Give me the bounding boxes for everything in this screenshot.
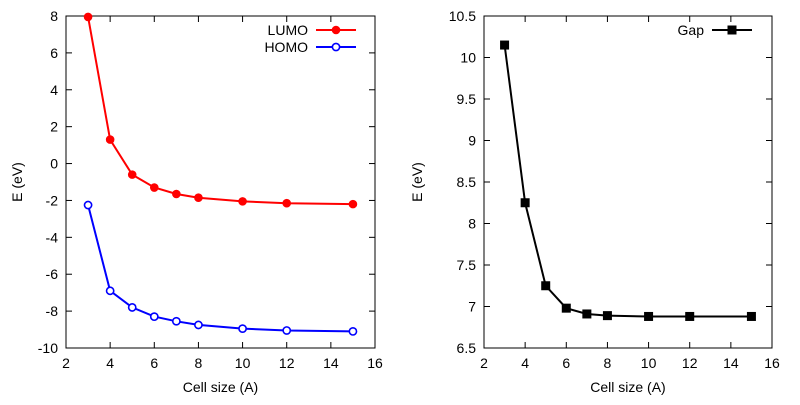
- y-tick-label: 8.5: [457, 174, 477, 190]
- y-tick-label: -2: [46, 192, 59, 208]
- series-line-lumo: [87, 16, 353, 206]
- data-point-homo: [171, 316, 181, 326]
- y-tick-label: 8: [50, 8, 58, 24]
- data-point-lumo: [149, 183, 159, 192]
- legend-marker-lumo: [331, 25, 341, 35]
- x-tick-label: 12: [682, 355, 698, 371]
- y-tick-label: 10: [460, 50, 476, 66]
- legend-label-gap: Gap: [678, 22, 705, 38]
- data-point-gap: [541, 281, 551, 291]
- plot-frame: [483, 15, 773, 349]
- x-tick-label: 16: [367, 355, 383, 371]
- y-tick-label: -8: [46, 303, 59, 319]
- y-axis-label: E (eV): [409, 162, 425, 202]
- data-point-gap: [644, 311, 654, 321]
- x-tick-label: 6: [150, 355, 158, 371]
- plot-frame: [65, 15, 376, 349]
- right-chart-band-gap: 2 4 6 8 10 12 14 16 6.5 7 7.5 8 8.5 9 9.5 10 10.5 Cell si…: [409, 8, 780, 395]
- data-point-homo: [105, 286, 115, 296]
- x-tick-label: 6: [562, 355, 570, 371]
- x-axis-label: Cell size (A): [590, 379, 665, 395]
- legend-marker-homo: [331, 42, 341, 52]
- y-tick-label: 6: [50, 45, 58, 61]
- x-tick-label: 2: [62, 355, 70, 371]
- x-tick-label: 8: [195, 355, 203, 371]
- y-tick-label: 7.5: [457, 257, 477, 273]
- data-point-lumo: [348, 199, 358, 209]
- x-tick-label: 2: [480, 355, 488, 371]
- data-point-homo: [83, 200, 93, 210]
- data-point-lumo: [105, 135, 115, 144]
- y-tick-label: -6: [46, 266, 59, 282]
- y-tick-label: 9: [468, 133, 476, 149]
- data-point-gap: [520, 198, 530, 208]
- data-point-homo: [127, 303, 137, 312]
- data-point-lumo: [194, 193, 203, 202]
- y-tick-label: 0: [50, 156, 58, 172]
- y-tick-label: 10.5: [449, 8, 476, 24]
- y-tick-label: 7: [468, 299, 476, 315]
- data-point-gap: [500, 40, 510, 50]
- x-tick-label: 12: [279, 355, 295, 371]
- y-tick-label: 8: [468, 216, 476, 232]
- data-point-lumo: [238, 197, 247, 206]
- data-point-gap: [685, 311, 695, 321]
- y-tick-label: 9.5: [457, 91, 477, 107]
- data-point-gap: [746, 311, 756, 321]
- data-point-homo: [238, 324, 247, 334]
- data-point-homo: [149, 312, 159, 322]
- data-point-lumo: [172, 189, 181, 199]
- y-axis-label: E (eV): [9, 162, 25, 202]
- data-point-homo: [282, 326, 292, 335]
- y-tick-label: -4: [46, 229, 59, 245]
- data-point-lumo: [282, 198, 292, 208]
- x-tick-label: 4: [106, 355, 114, 371]
- x-tick-label: 14: [323, 355, 339, 371]
- data-point-gap: [602, 311, 612, 321]
- y-tick-label: 4: [50, 82, 58, 98]
- legend-label-homo: HOMO: [264, 39, 308, 55]
- x-tick-label: 14: [723, 355, 739, 371]
- data-point-lumo: [127, 170, 137, 179]
- data-point-gap: [582, 309, 592, 319]
- left-chart-energy-levels: 2 4 6 8 10 12 14 16 -10 -8 -6 -4 -2 0 2 4 6 8 Cell size (A…: [9, 8, 383, 395]
- y-tick-label: -10: [38, 340, 58, 356]
- x-tick-label: 8: [604, 355, 612, 371]
- x-tick-label: 10: [641, 355, 657, 371]
- x-axis-label: Cell size (A): [183, 379, 258, 395]
- x-tick-label: 10: [235, 355, 251, 371]
- legend-marker-gap: [727, 25, 737, 35]
- series-line-homo: [87, 204, 353, 333]
- y-tick-label: 6.5: [457, 340, 477, 356]
- y-tick-label: 2: [50, 119, 58, 135]
- data-point-homo: [194, 320, 203, 330]
- x-tick-label: 4: [521, 355, 529, 371]
- series-line-gap: [503, 44, 752, 318]
- data-point-gap: [561, 303, 571, 313]
- data-point-lumo: [83, 12, 93, 22]
- x-tick-label: 16: [764, 355, 780, 371]
- legend-label-lumo: LUMO: [268, 22, 309, 38]
- data-point-homo: [348, 326, 358, 336]
